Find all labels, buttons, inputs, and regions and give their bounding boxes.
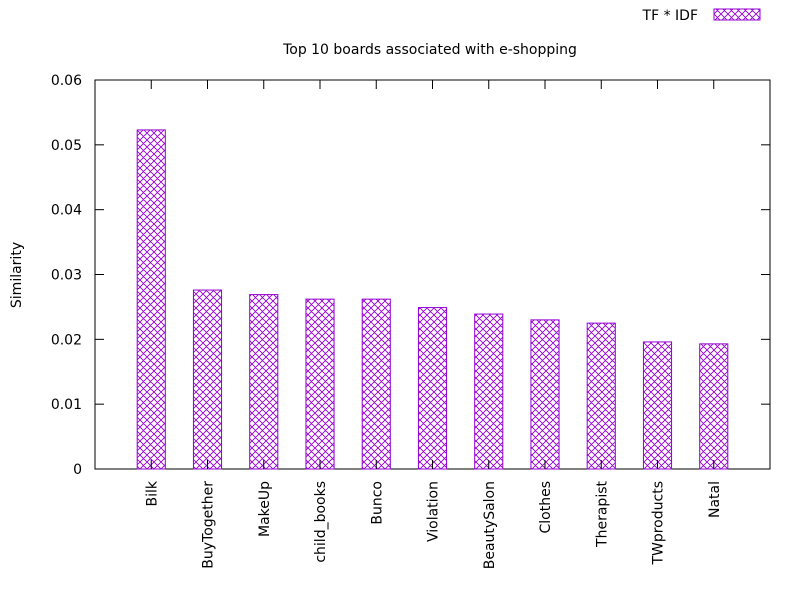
x-tick-label: Therapist <box>594 480 610 547</box>
y-axis: 0 0.01 0.02 0.03 0.04 0.05 0.06 <box>51 73 770 478</box>
bar-natal <box>699 343 729 470</box>
legend-swatch <box>713 8 761 21</box>
y-tick-label: 0 <box>73 462 82 478</box>
y-tick-label: 0.02 <box>51 332 82 348</box>
x-tick-label: Bunco <box>369 481 385 525</box>
y-tick-label: 0.06 <box>51 73 82 89</box>
bar-child-books <box>305 298 335 470</box>
y-tick-label: 0.05 <box>51 138 82 154</box>
x-tick-label: BeautySalon <box>482 481 498 569</box>
x-tick-label: child_books <box>313 481 329 563</box>
bar-therapist <box>586 322 616 470</box>
y-tick-label: 0.03 <box>51 268 82 284</box>
bar-bunco <box>361 298 391 470</box>
y-tick-label: 0.04 <box>51 203 82 219</box>
bars <box>136 129 729 470</box>
bar-twproducts <box>642 341 673 470</box>
y-tick-label: 0.01 <box>51 397 82 413</box>
bar-violation <box>417 307 448 470</box>
bar-bilk <box>136 129 166 470</box>
bar-buytogether <box>192 289 223 470</box>
chart-title: Top 10 boards associated with e-shopping <box>282 42 577 58</box>
x-tick-label: Bilk <box>144 480 160 506</box>
legend-label: TF * IDF <box>642 8 698 24</box>
bar-clothes <box>530 319 560 470</box>
x-tick-label: Natal <box>707 481 723 518</box>
x-tick-label: MakeUp <box>257 481 273 537</box>
x-tick-label: BuyTogether <box>201 481 217 569</box>
x-axis: Bilk BuyTogether MakeUp child_books Bunco Vio… <box>144 80 723 569</box>
legend: TF * IDF <box>642 8 761 24</box>
bar-beautysalon <box>474 313 504 470</box>
bar-makeup <box>249 294 279 470</box>
x-tick-label: Violation <box>426 481 442 542</box>
x-tick-label: Clothes <box>538 481 554 534</box>
x-tick-label: TWproducts <box>651 481 667 566</box>
y-axis-label: Similarity <box>9 242 25 308</box>
